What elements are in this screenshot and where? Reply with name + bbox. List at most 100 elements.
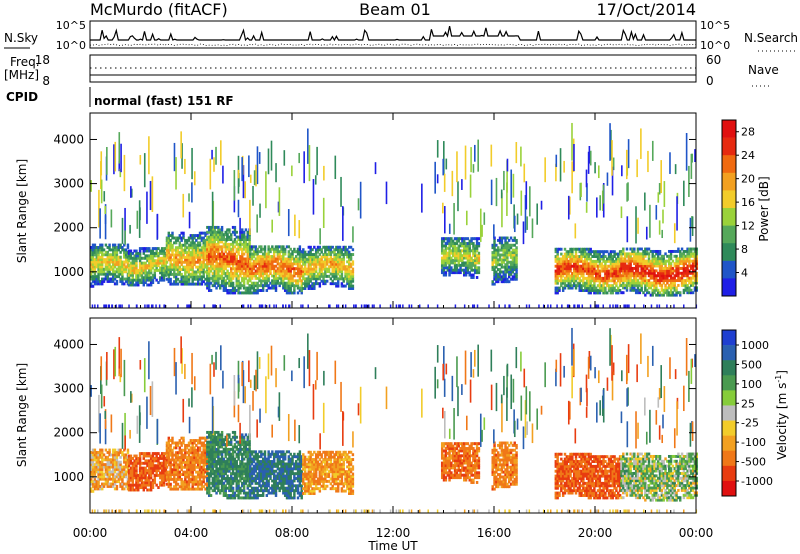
power-cell xyxy=(677,279,680,283)
power-cell xyxy=(645,266,649,270)
power-cell xyxy=(123,277,126,281)
power-cell xyxy=(662,271,665,275)
power-cell xyxy=(309,248,312,252)
power-cell xyxy=(282,286,285,290)
power-cell xyxy=(196,236,200,240)
power-cell xyxy=(242,235,246,239)
power-sparse-echo xyxy=(256,214,258,233)
power-cell xyxy=(198,263,202,267)
power-cell xyxy=(307,265,311,269)
power-colorbar-tick-label: 12 xyxy=(741,220,755,233)
power-cell xyxy=(222,233,226,237)
power-cell xyxy=(495,280,498,284)
power-cell xyxy=(206,274,209,278)
power-cell xyxy=(655,264,658,268)
power-cell xyxy=(91,275,95,279)
power-cell xyxy=(233,289,237,292)
power-cell xyxy=(283,274,287,278)
power-cell xyxy=(237,245,240,249)
power-cell xyxy=(309,270,312,273)
power-cell xyxy=(470,268,473,272)
velocity-cell xyxy=(157,456,160,460)
power-cell xyxy=(249,291,252,295)
power-cell xyxy=(293,259,296,263)
power-cell xyxy=(135,256,138,260)
power-cell xyxy=(640,266,643,270)
velocity-cell xyxy=(169,453,172,457)
power-cell xyxy=(293,247,296,251)
velocity-cell xyxy=(153,452,157,456)
power-cell xyxy=(625,254,629,258)
power-cell xyxy=(113,258,117,262)
power-cell xyxy=(695,247,698,251)
power-cell xyxy=(673,283,676,287)
power-cell xyxy=(569,279,572,283)
power-sparse-echo xyxy=(139,154,142,165)
power-cell xyxy=(611,289,614,292)
power-cell xyxy=(302,277,305,281)
power-cell xyxy=(571,279,574,283)
power-cell xyxy=(349,274,353,278)
power-cell xyxy=(178,253,182,257)
power-cell xyxy=(142,261,146,265)
power-cell xyxy=(235,272,238,275)
power-cell xyxy=(440,256,444,260)
power-cell xyxy=(604,259,607,263)
power-cell xyxy=(138,261,142,265)
power-cell xyxy=(627,257,631,261)
power-cell xyxy=(461,244,464,248)
velocity-cell xyxy=(142,471,146,475)
power-near-range-echo xyxy=(436,304,439,309)
velocity-cell xyxy=(108,477,111,481)
velocity-cell xyxy=(93,480,97,484)
power-cell xyxy=(582,259,585,263)
power-cell xyxy=(571,264,574,268)
power-cell xyxy=(464,237,468,241)
power-cell xyxy=(140,276,144,280)
power-cell xyxy=(502,260,505,264)
velocity-cell xyxy=(101,448,104,452)
power-cell xyxy=(176,272,180,276)
power-sparse-echo xyxy=(512,173,515,198)
power-cell xyxy=(261,274,265,278)
velocity-cell xyxy=(106,482,109,486)
power-cell xyxy=(464,242,468,245)
velocity-cell xyxy=(106,484,109,488)
power-cell xyxy=(338,267,342,271)
power-cell xyxy=(329,253,333,256)
velocity-cell xyxy=(123,487,126,491)
power-cell xyxy=(475,239,479,243)
velocity-cell xyxy=(160,469,164,473)
power-cell xyxy=(580,247,583,251)
power-cell xyxy=(131,271,134,275)
power-cell xyxy=(322,262,325,266)
power-cell xyxy=(644,249,647,253)
power-cell xyxy=(195,238,198,242)
power-cell xyxy=(200,260,204,264)
power-cell xyxy=(470,237,473,241)
power-cell xyxy=(195,260,198,264)
power-cell xyxy=(293,274,296,278)
power-cell xyxy=(112,258,115,262)
power-cell xyxy=(576,267,580,271)
power-cell xyxy=(235,289,238,292)
power-cell xyxy=(311,248,314,252)
power-cell xyxy=(300,272,303,275)
power-cell xyxy=(587,264,591,268)
power-cell xyxy=(185,246,189,250)
power-cell xyxy=(231,259,235,263)
power-cell xyxy=(293,279,296,283)
power-cell xyxy=(173,241,176,245)
power-cell xyxy=(140,281,144,285)
power-cell xyxy=(598,255,602,258)
power-cell xyxy=(213,257,216,261)
power-cell xyxy=(675,293,678,297)
power-cell xyxy=(298,289,302,292)
power-cell xyxy=(604,289,607,292)
power-cell xyxy=(598,252,602,256)
power-cell xyxy=(239,242,242,246)
power-cell xyxy=(634,271,638,275)
power-cell xyxy=(250,284,254,288)
power-cell xyxy=(233,255,237,258)
power-cell xyxy=(464,256,468,260)
